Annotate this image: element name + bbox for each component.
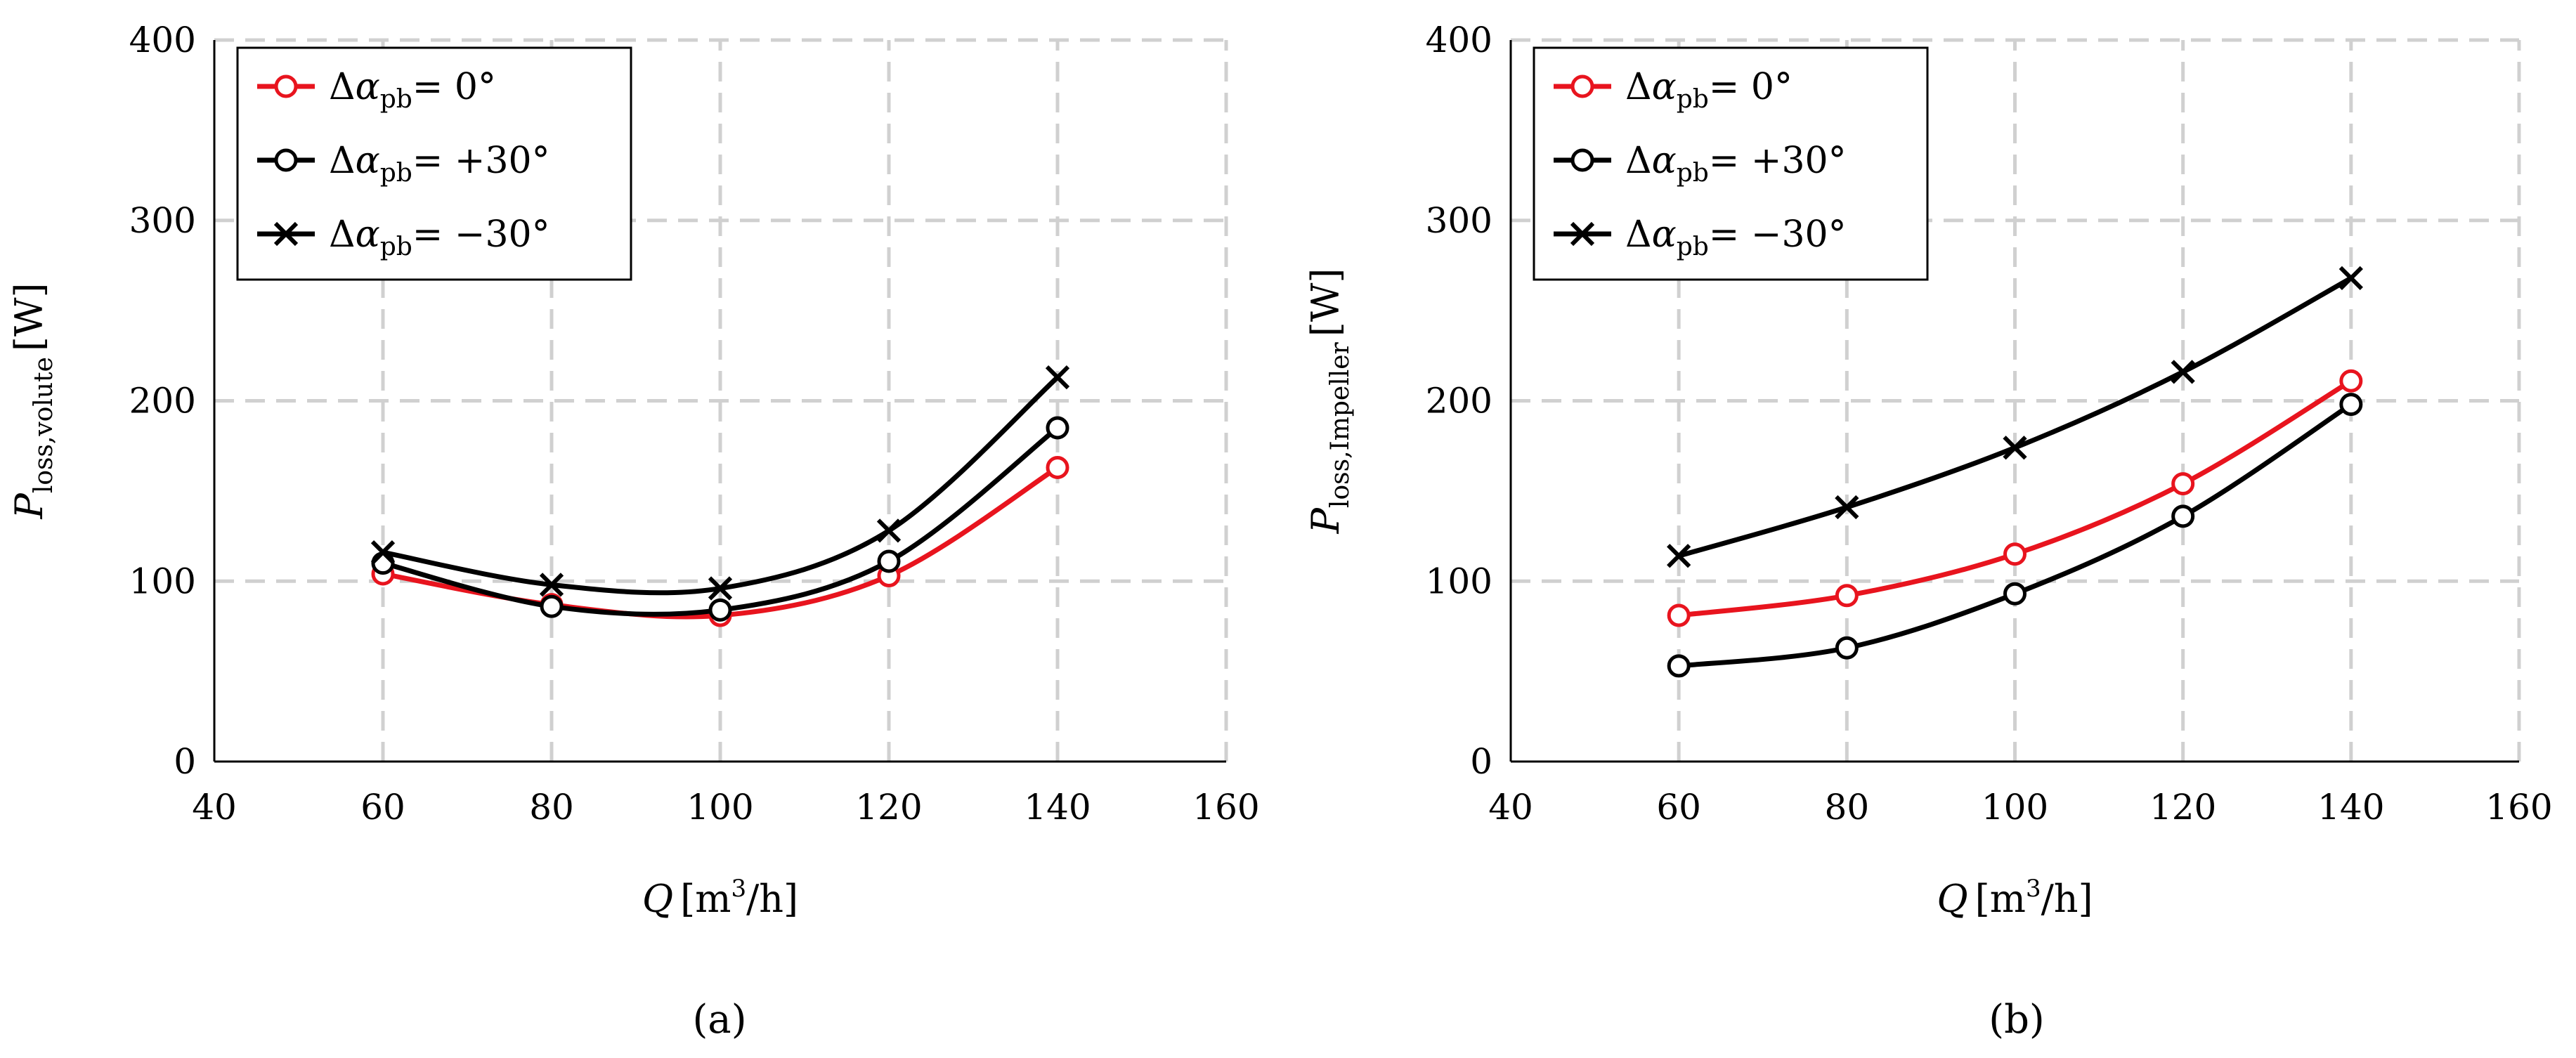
legend-label: Δαpb= +30° <box>329 140 550 188</box>
x-tick-label: 40 <box>192 787 237 828</box>
data-point <box>2003 582 2027 606</box>
data-point <box>540 594 564 618</box>
legend-label: Δαpb= 0° <box>329 66 496 114</box>
data-point <box>2339 393 2363 417</box>
legend-label: Δαpb= −30° <box>1625 214 1847 261</box>
series-3 <box>1667 266 2363 568</box>
panel-label: (a) <box>692 997 746 1043</box>
data-point <box>2171 360 2195 384</box>
x-tick-label: 140 <box>1024 787 1091 828</box>
data-point <box>1667 654 1691 678</box>
legend-entry: Δαpb= −30° <box>257 214 550 261</box>
data-point <box>2171 472 2195 496</box>
x-tick-label: 120 <box>2149 787 2216 828</box>
data-point <box>1835 636 1859 660</box>
legend: Δαpb= 0° Δαpb= +30° Δαpb= −30° <box>1533 46 1929 281</box>
x-axis-label: Q [m3/h] <box>1937 875 2093 921</box>
x-tick-label: 100 <box>687 787 753 828</box>
data-point <box>708 576 733 601</box>
y-tick-label: 200 <box>1426 381 1492 422</box>
legend-marker <box>273 221 299 247</box>
legend: Δαpb= 0° Δαpb= +30° Δαpb= −30° <box>236 46 632 281</box>
data-point <box>1045 365 1070 390</box>
data-point <box>1835 584 1859 608</box>
x-tick-label: 60 <box>360 787 405 828</box>
data-point <box>876 518 902 543</box>
legend-label: Δαpb= −30° <box>329 214 550 261</box>
data-point <box>1046 455 1069 479</box>
data-point <box>1667 603 1691 627</box>
x-axis-label: Q [m3/h] <box>642 875 798 921</box>
x-tick-label: 120 <box>855 787 922 828</box>
y-axis-label: Ploss,volute[W] <box>7 282 58 519</box>
y-tick-label: 200 <box>129 381 196 422</box>
y-tick-label: 400 <box>129 20 196 60</box>
y-tick-label: 100 <box>1426 561 1492 601</box>
chart-panel-b: 40 60 80 100 120 140 160 0 100 200 300 400 Q [m3/h] Pl… <box>1303 20 2553 1043</box>
data-point <box>1667 544 1691 568</box>
y-tick-label: 300 <box>1426 200 1492 241</box>
legend-entry: Δαpb= 0° <box>257 66 496 114</box>
data-point <box>1046 416 1069 440</box>
data-point <box>2171 504 2195 528</box>
y-tick-label: 0 <box>1470 741 1492 782</box>
data-point <box>2003 542 2027 566</box>
data-point <box>539 573 564 597</box>
y-tick-label: 400 <box>1426 20 1492 60</box>
series-3 <box>370 365 1070 601</box>
x-tick-label: 160 <box>1192 787 1259 828</box>
chart-panel-a: 40 60 80 100 120 140 160 0 100 200 300 400 Q [m3/h] Pl… <box>7 20 1260 1043</box>
x-tick-label: 100 <box>1982 787 2048 828</box>
legend-marker <box>1570 148 1594 172</box>
data-point <box>2339 369 2363 393</box>
x-tick-label: 60 <box>1656 787 1701 828</box>
series-line <box>382 375 1060 596</box>
legend-label: Δαpb= +30° <box>1625 140 1847 188</box>
x-tick-label: 160 <box>2485 787 2552 828</box>
panel-label: (b) <box>1989 997 2045 1043</box>
data-point <box>877 549 901 573</box>
data-point <box>2338 266 2363 291</box>
x-tick-label: 80 <box>1825 787 1870 828</box>
y-axis-label: Ploss,Impeller[W] <box>1303 268 1355 535</box>
data-point <box>708 598 732 622</box>
legend-marker <box>1570 221 1595 247</box>
legend-entry: Δαpb= +30° <box>257 140 550 188</box>
y-tick-label: 300 <box>129 200 196 241</box>
x-tick-label: 140 <box>2317 787 2384 828</box>
data-point <box>1835 495 1859 520</box>
data-point <box>2003 436 2027 460</box>
y-tick-label: 0 <box>174 741 196 782</box>
legend-label: Δαpb= 0° <box>1625 66 1793 114</box>
legend-entry: Δαpb= 0° <box>1554 66 1793 114</box>
legend-entry: Δαpb= +30° <box>1554 140 1847 188</box>
x-tick-label: 40 <box>1488 787 1533 828</box>
series-2 <box>1667 393 2363 678</box>
data-point <box>370 540 396 565</box>
legend-marker <box>274 74 298 98</box>
series-1 <box>1667 369 2363 627</box>
legend-marker <box>274 148 298 172</box>
legend-marker <box>1570 74 1594 98</box>
legend-entry: Δαpb= −30° <box>1554 214 1847 261</box>
y-tick-label: 100 <box>129 561 196 601</box>
x-tick-label: 80 <box>529 787 574 828</box>
